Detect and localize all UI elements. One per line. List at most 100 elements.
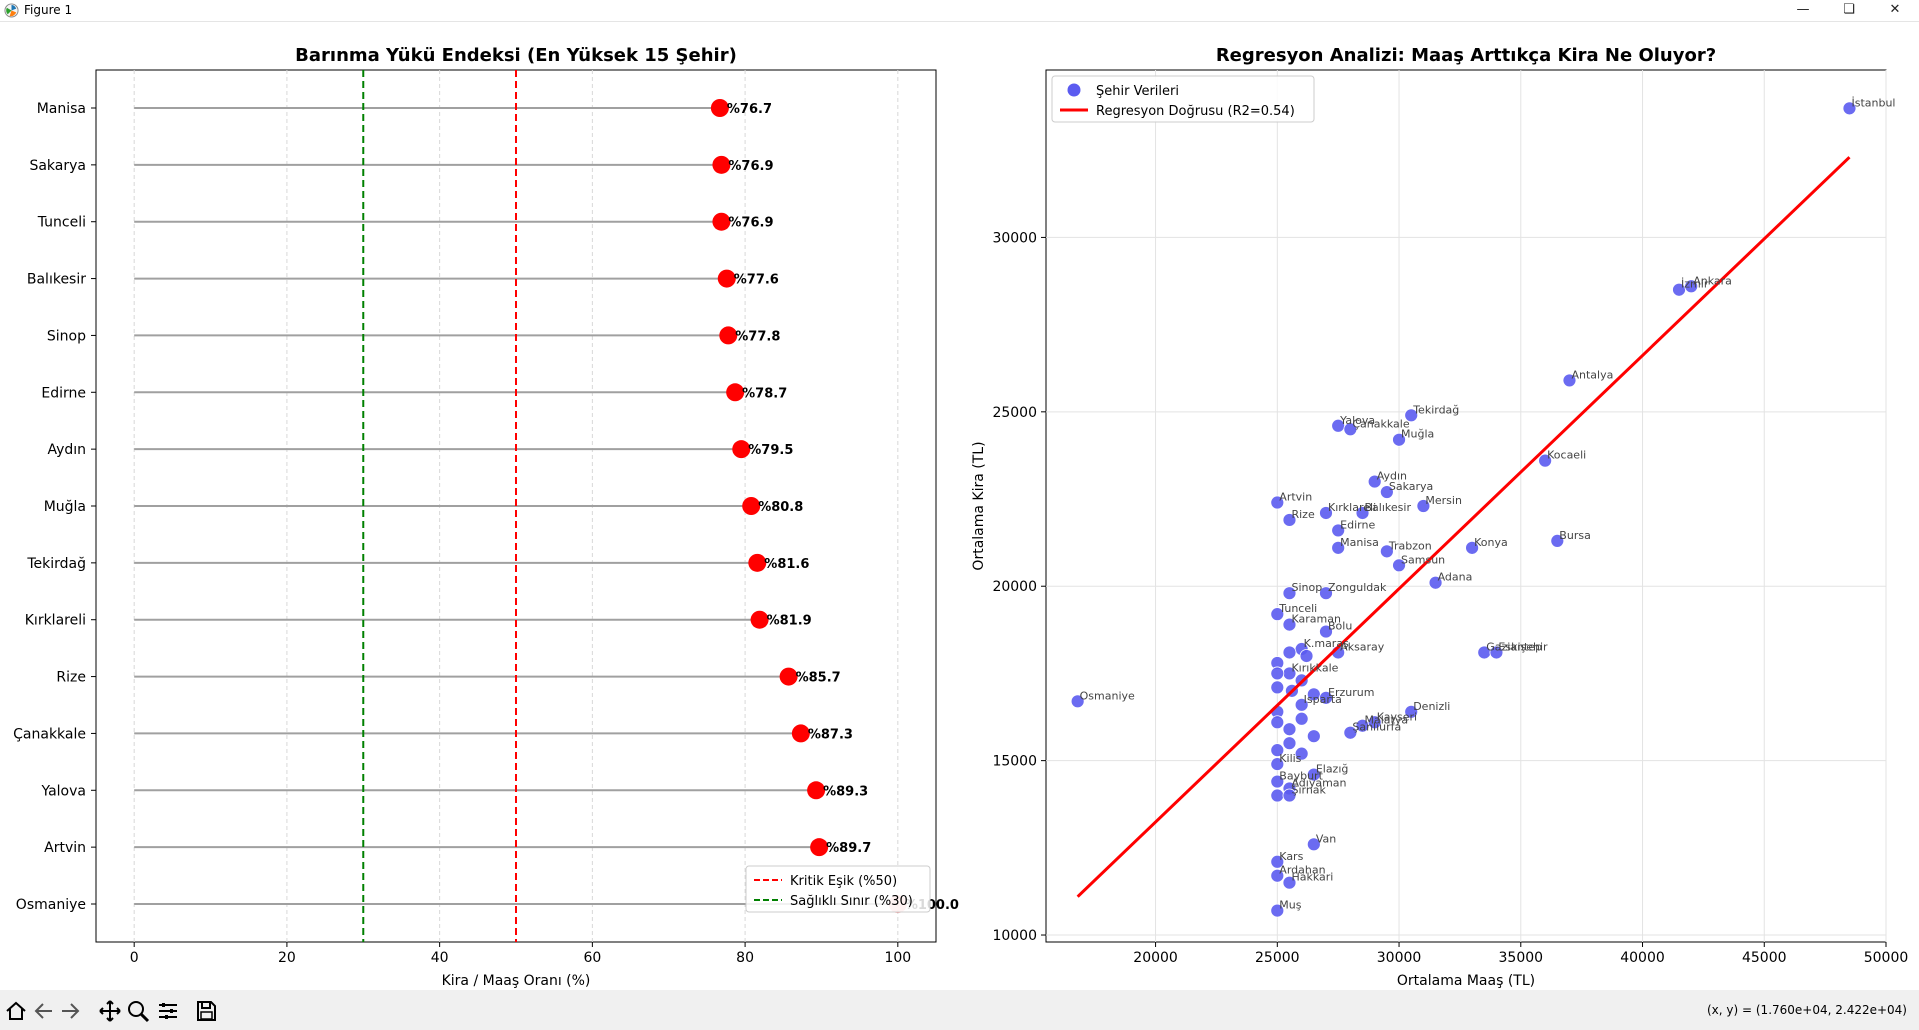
point-label: Hakkari (1291, 871, 1333, 884)
regression-line (1076, 156, 1851, 898)
data-point (1282, 736, 1297, 751)
dot (710, 99, 729, 117)
y-tick-label: Manisa (37, 101, 86, 117)
legend-label-healthy: Sağlıklı Sınır (%30) (790, 894, 913, 909)
point-label: Kocaeli (1547, 449, 1586, 462)
point-label: İstanbul (1851, 96, 1895, 109)
lollipop-value-labels: %76.7 %76.9 %76.9 %77.6 %77.8 %78.7 %79.5 %80.8… (727, 102, 959, 913)
data-point (1343, 725, 1358, 740)
point-label: Adana (1438, 571, 1473, 584)
data-point (1270, 666, 1285, 681)
home-icon[interactable] (4, 999, 28, 1023)
y-tick-label: Muğla (44, 499, 86, 515)
legend-label-points: Şehir Verileri (1096, 84, 1179, 99)
point-label: Balıkesir (1365, 501, 1412, 514)
dot (742, 497, 761, 515)
data-point (1319, 506, 1333, 520)
scatter-chart-title: Regresyon Analizi: Maaş Arttıkça Kira Ne… (1216, 45, 1716, 66)
data-point (1282, 722, 1297, 737)
point-label: Kırıkkale (1291, 661, 1338, 674)
dot (732, 440, 751, 459)
x-tick-label: 0 (130, 950, 139, 966)
x-tick-label: 40000 (1620, 950, 1665, 966)
value-label: %87.3 (808, 727, 853, 742)
data-point (1282, 617, 1297, 632)
data-point (1416, 499, 1431, 513)
data-point (1842, 101, 1857, 116)
data-point (1367, 474, 1382, 489)
data-point (1294, 697, 1309, 712)
point-label: Aksaray (1340, 640, 1385, 653)
data-point (1379, 485, 1394, 499)
y-tick-label: Balıkesir (27, 272, 86, 288)
lollipop-x-ticks: 0 20 40 60 80 100 (130, 942, 911, 966)
value-label: %76.9 (728, 216, 773, 231)
point-label: Kilis (1279, 752, 1301, 765)
save-icon[interactable] (194, 999, 218, 1023)
pan-icon[interactable] (98, 999, 122, 1023)
dot (791, 724, 810, 743)
data-point (1282, 586, 1297, 601)
data-point (1319, 586, 1333, 601)
x-tick-label: 25000 (1255, 950, 1300, 966)
point-label: Tunceli (1278, 602, 1317, 615)
point-label: Bayburt (1279, 770, 1323, 783)
forward-icon[interactable] (58, 999, 82, 1023)
point-label: Samsun (1401, 553, 1445, 566)
value-label: %89.7 (826, 841, 871, 856)
point-label: Denizli (1413, 700, 1450, 713)
data-point (1331, 540, 1346, 555)
data-point (1270, 854, 1285, 869)
scatter-axes-frame (1045, 69, 1887, 943)
maximize-icon[interactable]: ❏ (1843, 2, 1855, 17)
y-tick-label: Yalova (40, 783, 86, 799)
data-point (1270, 680, 1285, 695)
back-icon[interactable] (32, 999, 56, 1023)
point-label: Zonguldak (1328, 581, 1387, 594)
data-point (1562, 373, 1577, 388)
navigation-toolbar: (x, y) = (1.760e+04, 2.422e+04) (0, 990, 1919, 1030)
point-label: Adıyaman (1291, 777, 1346, 790)
point-label: Osmaniye (1080, 689, 1135, 702)
legend-label-regression: Regresyon Doğrusu (R2=0.54) (1096, 104, 1295, 119)
configure-icon[interactable] (156, 999, 180, 1023)
point-label: Bursa (1559, 529, 1591, 542)
point-label: Muğla (1401, 428, 1434, 441)
value-label: %81.6 (764, 557, 809, 572)
point-label: Bolu (1328, 620, 1352, 633)
data-point (1392, 558, 1406, 573)
dot (712, 212, 731, 231)
data-point (1306, 729, 1321, 744)
scatter-x-axis-label: Ortalama Maaş (TL) (1397, 973, 1535, 989)
window-titlebar: Figure 1 — ❏ ✕ (0, 0, 1919, 22)
scatter-y-ticks: 10000 15000 20000 25000 30000 (992, 230, 1046, 944)
point-label: Aydın (1377, 470, 1407, 483)
value-label: %76.9 (728, 159, 773, 174)
zoom-icon[interactable] (126, 999, 150, 1023)
point-label: Sinop (1291, 581, 1322, 594)
data-point (1367, 715, 1382, 730)
point-label: Şırnak (1291, 784, 1326, 797)
point-label: Karaman (1291, 613, 1340, 626)
data-point (1489, 645, 1504, 660)
point-label: Yalova (1339, 414, 1375, 427)
x-tick-label: 50000 (1864, 950, 1909, 966)
lollipop-legend-box (745, 865, 931, 913)
dot (719, 326, 738, 345)
y-tick-label: 15000 (992, 754, 1037, 770)
y-tick-label: Sinop (47, 328, 86, 344)
dot (750, 610, 769, 629)
data-point (1355, 506, 1370, 520)
scatter-points (1070, 101, 1857, 918)
x-tick-label: 35000 (1499, 950, 1544, 966)
point-label: Konya (1474, 536, 1508, 549)
data-point (1379, 544, 1394, 559)
point-label: Isparta (1304, 693, 1342, 706)
close-icon[interactable]: ✕ (1889, 2, 1901, 17)
x-tick-label: 80 (736, 950, 754, 966)
value-label: %78.7 (742, 386, 787, 401)
x-tick-label: 20 (278, 950, 296, 966)
minimize-icon[interactable]: — (1796, 2, 1810, 17)
x-tick-label: 20000 (1133, 950, 1178, 966)
data-point (1270, 868, 1285, 883)
